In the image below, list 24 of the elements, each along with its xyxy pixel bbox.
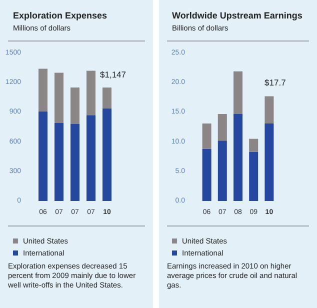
bar	[70, 88, 80, 124]
bar	[38, 68, 48, 112]
bar	[249, 138, 258, 152]
bar	[218, 140, 227, 201]
bar	[249, 152, 258, 201]
annotation: $17.7	[264, 78, 286, 88]
bar	[54, 72, 64, 124]
chart-title: Worldwide Upstream Earnings	[172, 10, 302, 20]
bar	[86, 115, 96, 201]
bar	[234, 114, 242, 201]
bar	[38, 111, 48, 201]
bar	[70, 124, 80, 201]
bar	[218, 114, 227, 141]
annotation: $1,147	[100, 69, 126, 80]
bar	[202, 123, 212, 149]
bar	[234, 71, 242, 114]
bar	[54, 123, 64, 201]
chart-title: Exploration Expenses	[13, 10, 108, 20]
bar	[102, 88, 112, 108]
bar	[264, 96, 274, 124]
bar	[102, 108, 112, 201]
bar	[202, 148, 212, 201]
bar	[86, 70, 96, 116]
bar	[264, 123, 274, 201]
